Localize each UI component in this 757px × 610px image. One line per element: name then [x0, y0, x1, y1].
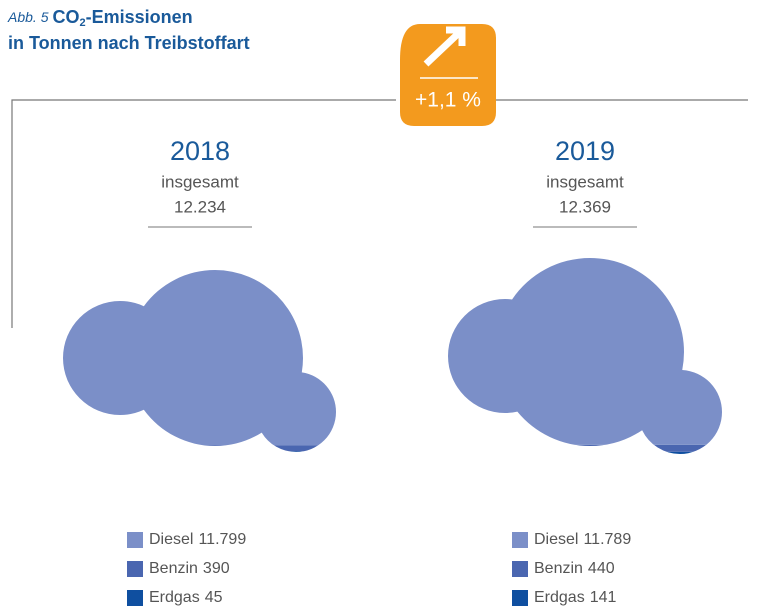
legend-swatch: [512, 532, 528, 548]
title-prefix: CO: [52, 7, 79, 27]
legend-entry: Diesel 11.799: [149, 531, 246, 548]
cloud-segment: [63, 270, 336, 446]
legend-value: 45: [205, 589, 223, 606]
total: 12.369: [559, 197, 611, 216]
legend-swatch: [512, 590, 528, 606]
legend-entry: Benzin 390: [149, 560, 230, 577]
cloud-segment: [448, 258, 722, 445]
legend-entry: Erdgas 141: [534, 589, 617, 606]
subtitle: insgesamt: [161, 172, 239, 191]
legend-name: Diesel: [534, 531, 578, 548]
cloud-segment: [63, 446, 336, 452]
cloud-segment: [448, 452, 722, 454]
badge-change: +1,1 %: [415, 89, 481, 112]
title-line2: in Tonnen nach Treibstoffart: [8, 33, 250, 53]
infographic: Abb. 5CO2-Emissionen in Tonnen nach Trei…: [0, 0, 757, 610]
cloud-segment: [448, 445, 722, 452]
legend-name: Erdgas: [149, 589, 200, 606]
subtitle: insgesamt: [546, 172, 624, 191]
year: 2019: [555, 136, 615, 166]
legend-swatch: [127, 561, 143, 577]
legend-swatch: [127, 532, 143, 548]
legend-value: 11.799: [198, 531, 246, 548]
year: 2018: [170, 136, 230, 166]
legend-value: 440: [588, 560, 615, 577]
legend-name: Benzin: [534, 560, 583, 577]
legend-value: 390: [203, 560, 230, 577]
legend-entry: Benzin 440: [534, 560, 615, 577]
cloud-segment: [63, 451, 336, 452]
legend-entry: Erdgas 45: [149, 589, 223, 606]
legend-value: 11.789: [583, 531, 631, 548]
legend-name: Diesel: [149, 531, 193, 548]
figure-label: Abb. 5: [7, 9, 49, 25]
legend-entry: Diesel 11.789: [534, 531, 631, 548]
legend-name: Benzin: [149, 560, 198, 577]
title-suffix: -Emissionen: [86, 7, 193, 27]
legend-value: 141: [590, 589, 617, 606]
cloud: [448, 258, 722, 454]
total: 12.234: [174, 197, 226, 216]
cloud: [63, 270, 336, 452]
legend-swatch: [127, 590, 143, 606]
legend-name: Erdgas: [534, 589, 585, 606]
legend-swatch: [512, 561, 528, 577]
